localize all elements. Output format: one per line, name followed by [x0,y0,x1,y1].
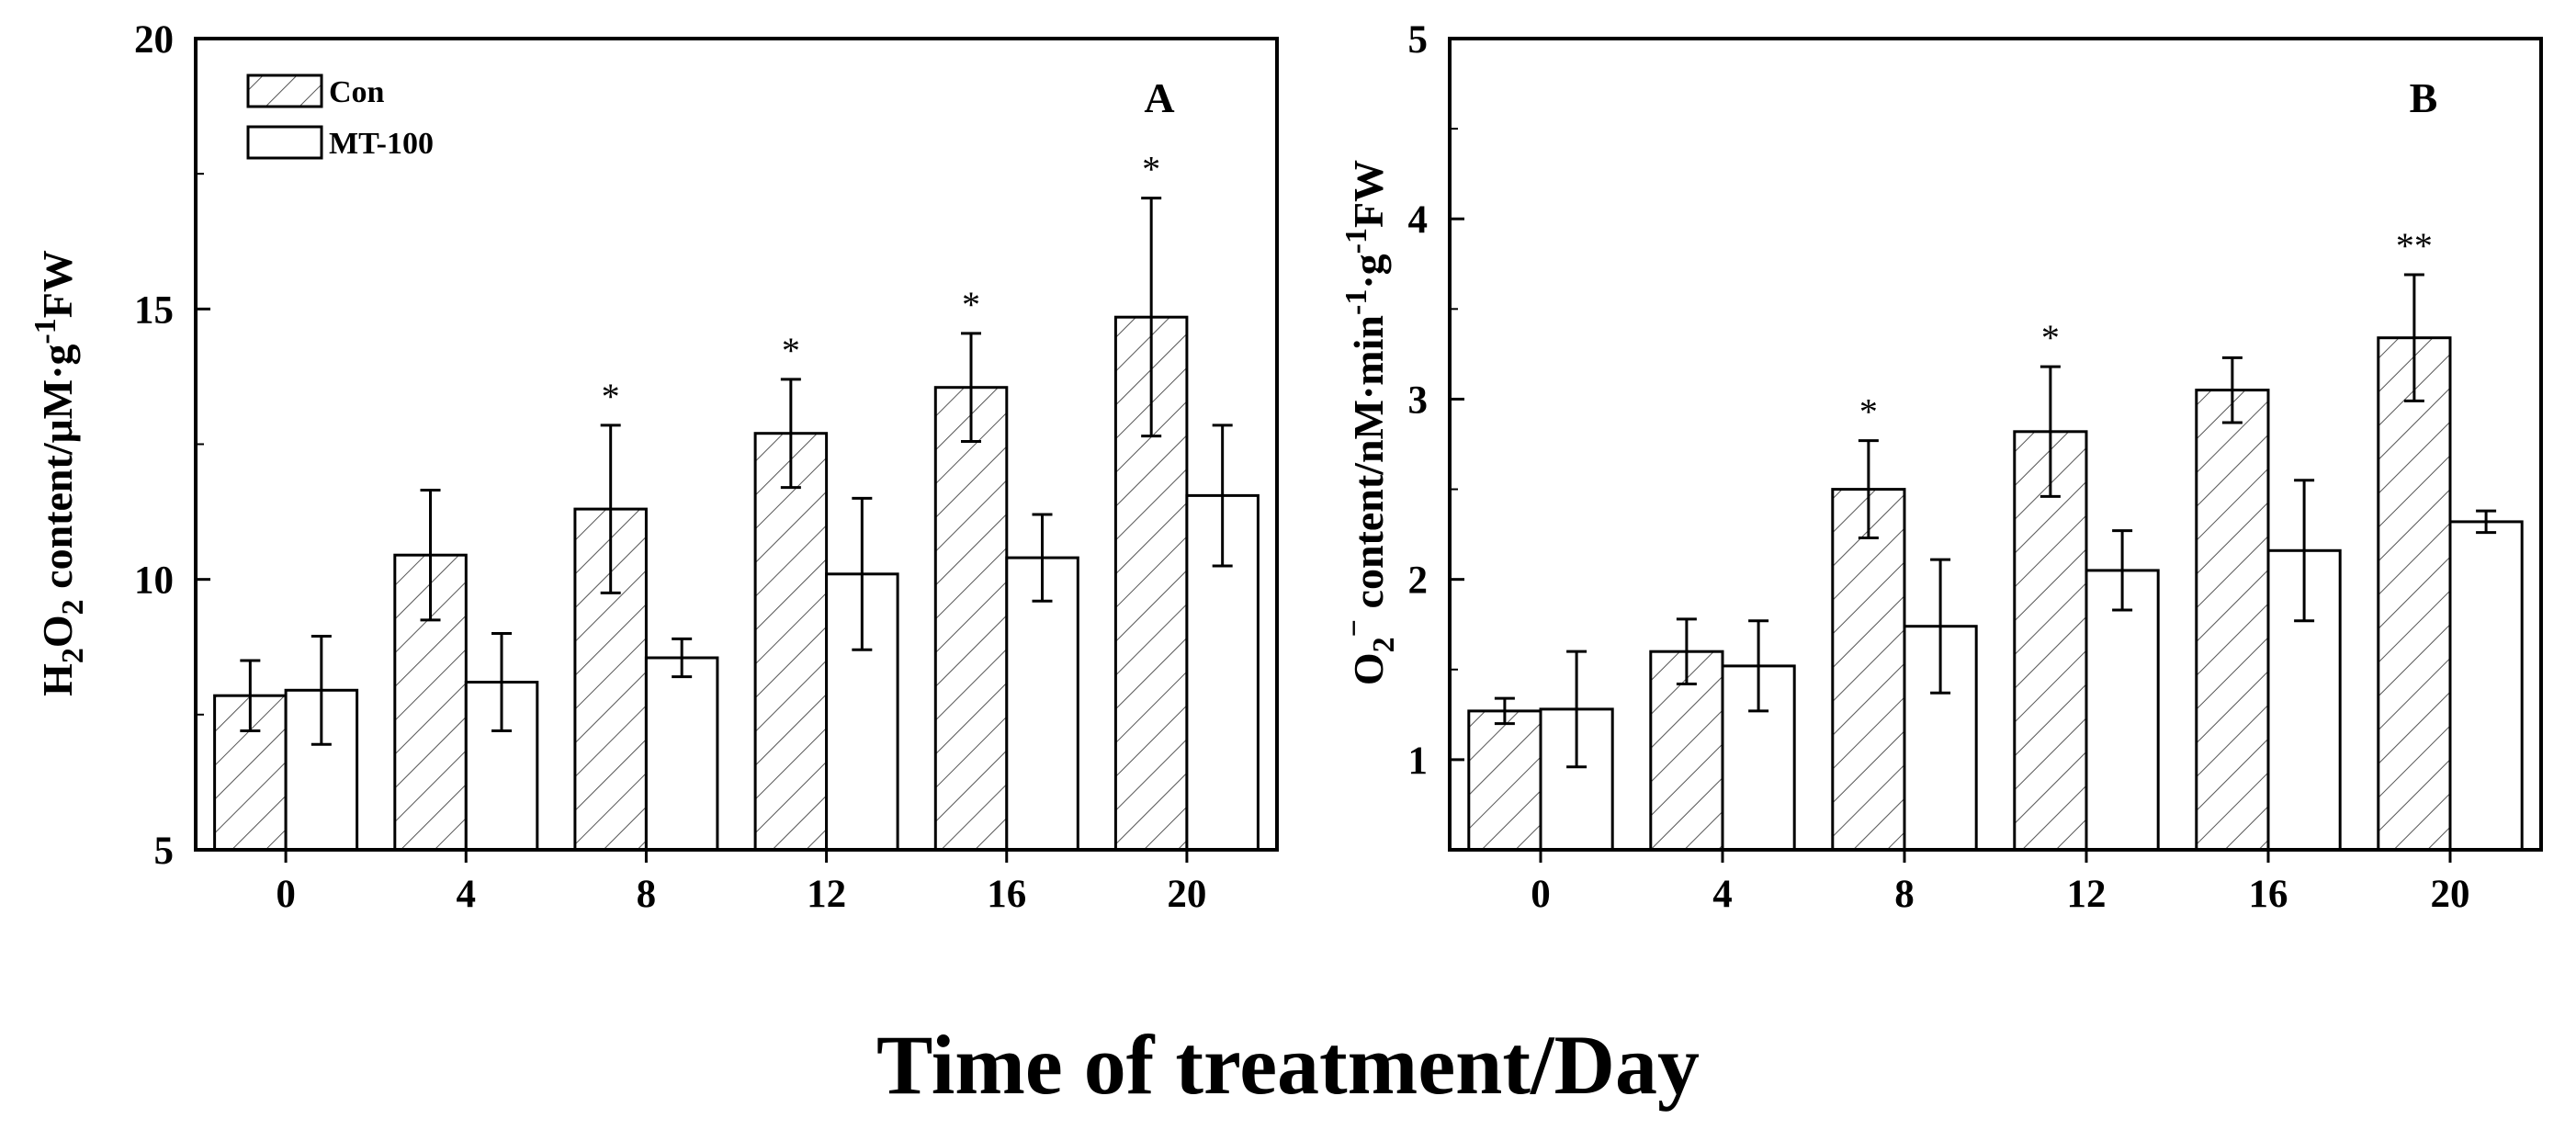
panel-a-bar-con-day-12 [753,432,829,852]
panel-a-x-tick-label: 12 [807,873,846,916]
panel-b-x-tick-label: 8 [1894,873,1915,916]
panel-b-x-tick-label: 16 [2249,873,2288,916]
panel-b-y-tick-label: 4 [1408,198,1429,242]
panel-a-x-tick-label: 4 [457,873,477,916]
legend-swatch-mt100 [246,125,323,160]
panel-b-x-tick-label: 20 [2431,873,2470,916]
panel-b-errorbar-mt100-day-0 [1566,650,1587,769]
panel-a-x-tick-label: 0 [276,873,296,916]
legend-swatch-con [246,73,323,108]
panel-a-errorbar-mt100-day-4 [491,632,512,732]
shared-x-axis-title: Time of treatment/Day [876,1018,1700,1112]
panel-b-y-tick-label: 3 [1408,379,1429,422]
panel-a-label: A [1144,74,1174,121]
panel-b-y-tick-label: 2 [1408,559,1429,603]
panel-a-errorbar-con-day-4 [420,489,441,622]
panel-b-bar-mt100-day-12 [2085,569,2160,852]
panel-a-significance-day-12: * [782,330,800,371]
panel-a-errorbar-con-day-8 [600,424,621,594]
panel-a-errorbar-con-day-0 [240,659,261,732]
panel-a-errorbar-mt100-day-8 [672,637,693,679]
panel-a-errorbar-con-day-20 [1141,197,1162,438]
panel-a-errorbar-mt100-day-12 [852,496,873,651]
panel-a-y-tick-label: 10 [134,559,174,603]
svg-text:O2− content/nM·min-1·g-1FW: O2− content/nM·min-1·g-1FW [1338,160,1401,685]
panel-b-errorbar-con-day-8 [1858,439,1879,540]
panel-a-errorbar-mt100-day-16 [1032,513,1053,603]
panel-b-errorbar-con-day-0 [1494,696,1515,726]
panel-a-x-tick-label: 16 [987,873,1026,916]
panel-a-significance-day-16: * [962,284,980,325]
panel-b-errorbar-con-day-12 [2039,365,2061,498]
panel-b-bar-con-day-20 [2377,336,2452,852]
panel-b-significance-day-20: ** [2396,225,2433,266]
panel-a-errorbar-con-day-16 [961,332,982,444]
panel-a-errorbar-mt100-day-0 [311,634,332,746]
panel-b-bar-mt100-day-20 [2448,520,2524,852]
legend-label-con: Con [329,75,385,109]
panel-b-significance-day-8: * [1859,391,1878,433]
panel-b-y-axis-title: O2− content/nM·min-1·g-1FW [1338,160,1401,685]
panel-a-errorbar-con-day-12 [780,378,801,490]
panel-a-x-tick-label: 8 [637,873,657,916]
legend: Con MT-100 [246,73,434,161]
panel-a-x-tick-label: 20 [1167,873,1206,916]
panel-b-label: B [2410,74,2438,121]
panel-b-y-tick-label: 1 [1408,740,1429,783]
panel-a-errorbar-mt100-day-20 [1212,424,1233,568]
legend-label-mt100: MT-100 [329,127,434,161]
panel-a-y-tick-label: 20 [134,18,174,62]
svg-text:H2O2 content/μM·g-1FW: H2O2 content/μM·g-1FW [28,250,90,696]
panel-b-bar-con-day-16 [2195,389,2270,852]
panel-b-errorbar-mt100-day-16 [2294,479,2315,623]
panel-a-bar-mt100-day-16 [1005,556,1079,852]
panel-b-bar-con-day-8 [1831,488,1906,852]
panel-b-errorbar-mt100-day-8 [1930,558,1951,695]
panel-b-x-tick-label: 4 [1712,873,1733,916]
panel-b-significance-day-12: * [2041,317,2060,358]
panel-a-y-tick-label: 15 [134,288,174,332]
panel-b-x-tick-label: 12 [2067,873,2107,916]
panel-b-errorbar-con-day-20 [2403,273,2424,402]
panel-b-errorbar-con-day-4 [1676,617,1697,685]
panel-b-axes-frame [1448,37,2543,852]
panel-b-errorbar-con-day-16 [2221,356,2243,424]
panel-b-errorbar-mt100-day-20 [2476,509,2497,535]
panel-a-significance-day-8: * [602,376,620,417]
panel-a-significance-day-20: * [1142,149,1160,190]
panel-b-x-tick-label: 0 [1531,873,1551,916]
panel-a-bar-con-day-16 [933,386,1009,852]
panel-a-chart: H2O2 content/μM·g-1FW * * * * 5 10 15 20 0 4 8 12 16… [28,18,1279,916]
panel-b-bar-con-day-0 [1467,709,1542,852]
panel-b-y-tick-label: 5 [1408,18,1429,62]
panel-a-y-tick-label: 5 [154,830,175,873]
panel-a-bar-mt100-day-8 [644,656,719,852]
panel-a-y-axis-title: H2O2 content/μM·g-1FW [28,250,90,696]
panel-a-plot-area: * * * * 5 10 15 20 0 4 8 12 16 20 [134,18,1279,916]
panel-b-errorbar-mt100-day-4 [1748,619,1769,713]
panel-b-errorbar-mt100-day-12 [2112,529,2133,612]
